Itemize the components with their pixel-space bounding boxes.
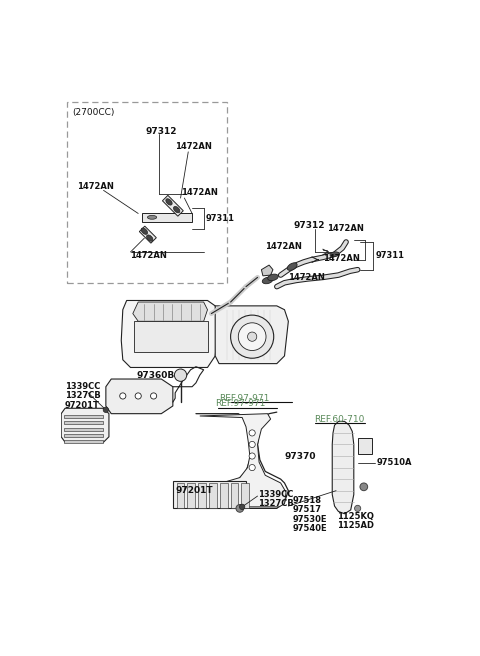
Polygon shape [200,414,286,507]
Circle shape [355,505,361,512]
Ellipse shape [288,263,297,270]
Text: (2700CC): (2700CC) [72,108,114,117]
Bar [241,483,249,508]
Polygon shape [61,408,109,442]
Ellipse shape [141,228,147,234]
Bar [177,483,184,508]
Bar [220,483,228,508]
Text: 97311: 97311 [375,251,404,260]
Circle shape [249,453,255,459]
Circle shape [238,323,266,350]
Polygon shape [139,226,156,243]
Bar [64,421,103,424]
Text: 97360B: 97360B [137,371,175,380]
Text: 1472AN: 1472AN [288,273,325,282]
Bar [230,483,238,508]
Polygon shape [121,300,219,367]
Bar [64,440,103,443]
Text: 1339CC: 1339CC [65,382,100,391]
Text: 1472AN: 1472AN [327,224,364,234]
Ellipse shape [166,199,172,205]
Text: 97201T: 97201T [65,401,100,411]
Text: 1125KQ: 1125KQ [337,512,374,521]
Text: 1339CC: 1339CC [258,490,293,499]
Text: 97540E: 97540E [292,524,327,533]
Text: 1327CB: 1327CB [65,392,101,400]
Circle shape [174,369,187,381]
Polygon shape [332,421,354,514]
Text: REF.97-971: REF.97-971 [215,399,265,408]
Text: 97370: 97370 [285,451,316,461]
Bar [134,321,207,352]
Ellipse shape [146,235,153,241]
Bar [198,483,206,508]
Circle shape [248,332,257,341]
Polygon shape [142,213,192,222]
Circle shape [135,393,141,399]
Text: 1327CB: 1327CB [258,499,293,508]
Ellipse shape [268,274,278,281]
Text: 97530E: 97530E [292,515,327,523]
Text: 1472AN: 1472AN [265,242,302,251]
Circle shape [236,504,244,512]
Bar [64,434,103,437]
Circle shape [151,393,156,399]
Text: 97517: 97517 [292,505,321,514]
Circle shape [230,315,274,358]
Text: 97518: 97518 [292,496,321,505]
Polygon shape [133,302,207,321]
Text: 1472AN: 1472AN [180,188,217,197]
Bar [173,482,246,508]
Polygon shape [162,195,183,216]
Ellipse shape [174,207,180,213]
Ellipse shape [147,215,156,219]
Text: 1472AN: 1472AN [77,182,113,191]
Text: 97312: 97312 [146,127,178,136]
Text: REF.60-710: REF.60-710 [314,415,364,424]
Bar [64,415,103,419]
Text: 97312: 97312 [294,220,325,230]
Polygon shape [262,265,273,276]
Bar [358,438,372,455]
Polygon shape [215,306,288,363]
Bar [209,483,217,508]
Circle shape [240,504,245,510]
Circle shape [360,483,368,491]
Text: 1125AD: 1125AD [337,521,374,530]
Ellipse shape [262,277,273,284]
Polygon shape [106,379,173,414]
Circle shape [249,464,255,470]
Circle shape [103,407,108,413]
Text: 1472AN: 1472AN [131,251,168,260]
Bar [64,428,103,430]
Text: 1472AN: 1472AN [323,254,360,262]
Bar [188,483,195,508]
Circle shape [249,430,255,436]
Text: 97510A: 97510A [377,459,412,468]
Circle shape [249,441,255,447]
Ellipse shape [330,252,339,256]
Text: REF.97-971: REF.97-971 [219,394,269,403]
FancyBboxPatch shape [67,102,227,283]
Text: 97201T: 97201T [175,486,213,495]
Text: 1472AN: 1472AN [175,142,212,151]
Circle shape [120,393,126,399]
Text: 97311: 97311 [206,215,235,223]
